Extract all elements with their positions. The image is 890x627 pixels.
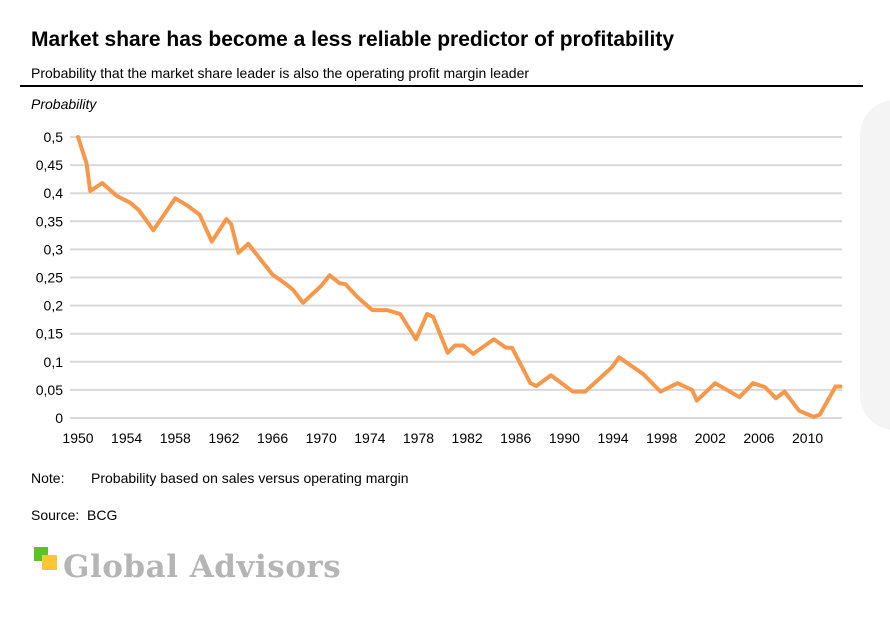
y-tick-label: 0,3	[44, 241, 64, 257]
y-tick-label: 0	[55, 410, 63, 426]
logo-text: Global Advisors	[63, 549, 342, 585]
line-chart: 0 0,05 0,1 0,15 0,2 0,25 0,3 0,35 0,4 0,45 0,5 1950…	[36, 129, 843, 446]
source: Source: BCG	[31, 507, 117, 523]
x-tick-label: 1970	[306, 430, 337, 446]
note: Note: Probability based on sales versus o…	[31, 470, 409, 486]
chart-subtitle: Probability that the market share leader…	[31, 65, 530, 81]
divider	[20, 85, 863, 87]
x-tick-label: 1974	[354, 430, 385, 446]
x-tick-label: 1978	[403, 430, 434, 446]
x-tick-label: 1994	[597, 430, 628, 446]
probability-series-line	[76, 135, 843, 419]
y-tick-label: 0,45	[36, 157, 63, 173]
y-axis-label: Probability	[31, 96, 97, 112]
x-tick-label: 1966	[257, 430, 288, 446]
note-text: Probability based on sales versus operat…	[91, 470, 409, 486]
y-tick-label: 0,15	[36, 326, 63, 342]
x-tick-label: 1986	[500, 430, 531, 446]
x-tick-label: 1958	[160, 430, 191, 446]
y-tick-label: 0,4	[44, 185, 64, 201]
note-label: Note:	[31, 470, 65, 486]
x-tick-label: 1954	[111, 430, 142, 446]
global-advisors-logo: Global Advisors	[34, 545, 364, 590]
x-tick-label: 2006	[743, 430, 774, 446]
x-tick-label: 1982	[452, 430, 483, 446]
y-tick-label: 0,5	[44, 129, 64, 145]
x-tick-label: 1962	[208, 430, 239, 446]
x-tick-label: 1950	[62, 430, 93, 446]
chart-title: Market share has become a less reliable …	[31, 28, 675, 51]
decorative-shape	[860, 100, 890, 430]
x-tick-label: 1990	[549, 430, 580, 446]
source-label: Source:	[31, 507, 80, 523]
y-tick-label: 0,35	[36, 213, 63, 229]
x-tick-label: 2002	[695, 430, 726, 446]
y-tick-label: 0,25	[36, 270, 63, 286]
logo-yellow-square	[42, 555, 57, 570]
x-tick-label: 2010	[792, 430, 823, 446]
source-text: BCG	[87, 507, 118, 523]
x-tick-label: 1998	[646, 430, 677, 446]
y-tick-label: 0,05	[36, 382, 63, 398]
y-tick-label: 0,1	[44, 354, 64, 370]
y-tick-label: 0,2	[44, 298, 64, 314]
